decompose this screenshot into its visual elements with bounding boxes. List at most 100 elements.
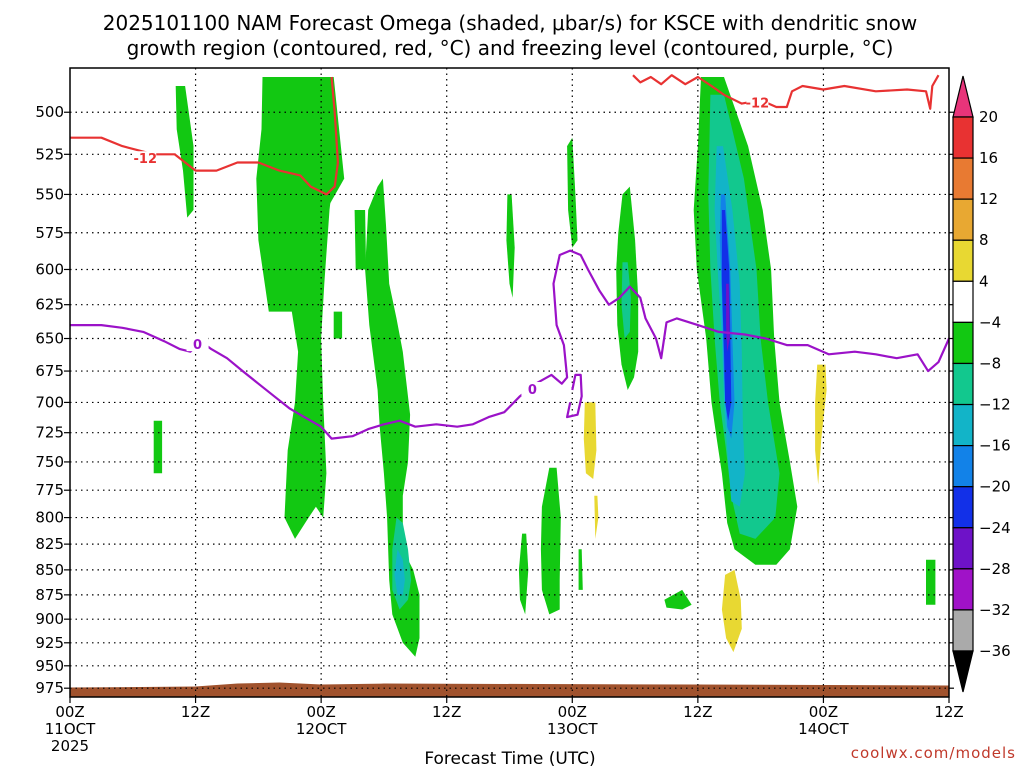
colorbar-segment [952, 486, 974, 529]
omega-region-green [518, 533, 529, 615]
x-tick-label: 00Z 13OCT [547, 703, 598, 738]
colorbar-label: 20 [979, 108, 998, 126]
contour-line [632, 74, 940, 110]
x-axis-title: Forecast Time (UTC) [424, 749, 595, 768]
plot-background [70, 68, 949, 697]
contour-label: 0 [528, 383, 537, 398]
grid-lines [70, 68, 949, 697]
colorbar-label: −4 [979, 313, 1001, 331]
colorbar-label: −8 [979, 354, 1001, 372]
colorbar-label: −12 [979, 396, 1011, 414]
y-tick-label: 750 [35, 453, 64, 471]
x-tick-label: 00Z 11OCT 2025 [45, 703, 96, 755]
omega-region-green [567, 137, 578, 248]
colorbar-label: −36 [979, 642, 1011, 660]
colorbar-segment [952, 239, 974, 282]
x-tick-label: 12Z [934, 703, 963, 721]
contour-label: 0 [193, 338, 202, 353]
omega-region-green [175, 86, 194, 218]
omega-region-green [578, 549, 583, 590]
colorbar-segment [952, 280, 974, 323]
y-tick-label: 825 [35, 535, 64, 553]
omega-region-yellow [594, 495, 599, 539]
y-tick-label: 900 [35, 610, 64, 628]
y-tick-label: 525 [35, 145, 64, 163]
colorbar-label: 12 [979, 190, 998, 208]
x-tick-label: 00Z 12OCT [296, 703, 347, 738]
omega-region-green [506, 194, 515, 298]
omega-region-green [153, 420, 163, 474]
colorbar: 20 16 12 8 4 −4 −8 −12 −16 −20 −24 −28 −32 −36 [952, 75, 1011, 693]
colorbar-segment [952, 568, 974, 611]
y-tick-label: 925 [35, 634, 64, 652]
colorbar-segment [952, 116, 974, 159]
colorbar-bottom-arrow [952, 650, 974, 693]
contour-label: -12 [134, 152, 158, 167]
contour-line [70, 249, 949, 440]
contour-label-bg [521, 382, 544, 397]
y-tick-label: 650 [35, 330, 64, 348]
colorbar-top-arrow [952, 75, 974, 118]
y-tick-label: 675 [35, 362, 64, 380]
omega-region-yellow [583, 402, 597, 479]
y-tick-label: 600 [35, 260, 64, 278]
colorbar-label: 4 [979, 272, 989, 290]
plot-frame [69, 67, 950, 698]
y-axis-labels: 500 525 550 575 600 625 650 675 700 725 750 775 800 8… [35, 103, 954, 697]
y-tick-label: 800 [35, 509, 64, 527]
y-tick-label: 575 [35, 224, 64, 242]
chart-title-line-2: growth region (contoured, red, °C) and f… [127, 36, 894, 60]
y-tick-label: 700 [35, 393, 64, 411]
contour-label-bg [134, 151, 157, 166]
colorbar-segment [952, 403, 974, 447]
chart-title-line-1: 2025101100 NAM Forecast Omega (shaded, μ… [103, 11, 917, 35]
y-tick-label: 875 [35, 586, 64, 604]
omega-region-green [333, 311, 343, 339]
colorbar-segment [952, 609, 974, 652]
colorbar-label: −24 [979, 519, 1011, 537]
colorbar-segment [952, 362, 974, 406]
y-tick-label: 950 [35, 657, 64, 675]
colorbar-segment [952, 321, 974, 365]
y-tick-label: 550 [35, 185, 64, 203]
omega-region-green [926, 559, 936, 605]
contour-line [565, 373, 583, 419]
omega-region-teal [621, 262, 631, 339]
ground-surface [70, 682, 949, 697]
y-tick-label: 775 [35, 481, 64, 499]
contour-label-bg [186, 337, 209, 352]
colorbar-segment [952, 445, 974, 488]
contour-label: -12 [746, 97, 770, 112]
omega-region-yellow [721, 569, 742, 653]
omega-region-cyan [394, 549, 405, 595]
colorbar-label: 16 [979, 149, 998, 167]
y-tick-label: 625 [35, 296, 64, 314]
colorbar-label: −32 [979, 601, 1011, 619]
y-tick-label: 975 [35, 679, 64, 697]
y-tick-label: 500 [35, 103, 64, 121]
y-tick-label: 850 [35, 561, 64, 579]
ground-layer [70, 682, 949, 697]
colorbar-segment [952, 527, 974, 570]
plot-area: -12 -12 0 0 [69, 67, 950, 698]
credit-text: coolwx.com/models [851, 744, 1016, 762]
y-tick-label: 725 [35, 424, 64, 442]
contour-label-bg [746, 95, 769, 110]
omega-region-green [540, 467, 561, 615]
colorbar-label: −20 [979, 478, 1011, 496]
x-tick-label: 12Z [432, 703, 461, 721]
colorbar-label: −28 [979, 560, 1011, 578]
x-tick-label: 12Z [683, 703, 712, 721]
colorbar-label: 8 [979, 231, 989, 249]
colorbar-segment [952, 157, 974, 200]
omega-region-green [664, 589, 692, 610]
omega-region-green [354, 210, 367, 270]
omega-region-purple [726, 283, 730, 352]
x-tick-label: 12Z [181, 703, 210, 721]
omega-region-yellow [815, 364, 827, 485]
x-tick-label: 00Z 14OCT [798, 703, 849, 738]
omega-region-green [365, 178, 420, 657]
colorbar-label: −16 [979, 437, 1011, 455]
temperature-contours: -12 -12 0 0 [70, 74, 949, 440]
